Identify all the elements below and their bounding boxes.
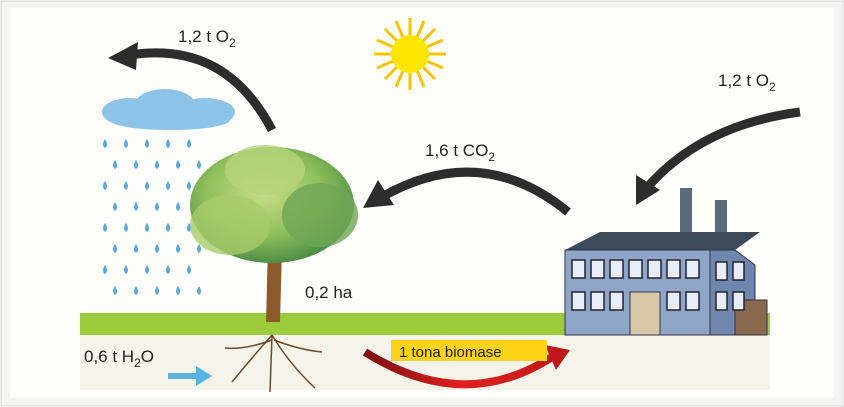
window — [715, 261, 728, 281]
biomass-arrow — [362, 348, 558, 389]
raindrop — [145, 265, 149, 274]
area-label: 0,2 ha — [305, 283, 353, 302]
raindrop — [197, 244, 201, 253]
oxygen-out-label: 1,2 t O2 — [178, 27, 236, 50]
raindrop — [155, 160, 159, 169]
biomass-box — [391, 340, 547, 361]
oxygen-in-label: 1,2 t O2 — [718, 71, 776, 94]
raindrop — [197, 160, 201, 169]
raindrop — [113, 244, 117, 253]
raindrop — [176, 286, 180, 295]
raindrop — [103, 181, 107, 190]
cloud — [102, 89, 235, 130]
raindrop — [103, 265, 107, 274]
window — [732, 261, 745, 281]
raindrop — [166, 223, 170, 232]
raindrop — [124, 181, 128, 190]
subscript: 2 — [769, 80, 776, 94]
raindrop — [176, 202, 180, 211]
raindrop — [155, 286, 159, 295]
raindrop — [197, 286, 201, 295]
arrowhead — [545, 345, 570, 370]
label-text: 1,2 t O — [178, 27, 229, 46]
water-arrow — [168, 366, 212, 386]
window — [685, 259, 700, 279]
tree — [190, 145, 358, 393]
sun — [374, 18, 446, 90]
raindrop — [187, 139, 191, 148]
raindrop — [113, 286, 117, 295]
raindrop — [124, 223, 128, 232]
window — [609, 259, 624, 279]
arrows — [129, 48, 801, 216]
raindrop — [145, 223, 149, 232]
raindrop — [187, 223, 191, 232]
raindrop — [145, 181, 149, 190]
raindrop — [176, 160, 180, 169]
raindrop — [166, 139, 170, 148]
raindrop — [134, 286, 138, 295]
label-text: 1,6 t CO — [425, 141, 488, 160]
window — [666, 259, 681, 279]
raindrop — [176, 244, 180, 253]
raindrop — [155, 202, 159, 211]
subscript: 2 — [229, 36, 236, 50]
window — [609, 291, 624, 311]
raindrop — [155, 244, 159, 253]
raindrop — [166, 181, 170, 190]
label-text: O — [141, 347, 154, 366]
water-label: 0,6 t H2O — [84, 347, 154, 370]
window — [628, 259, 643, 279]
window — [590, 259, 605, 279]
raindrop — [124, 265, 128, 274]
subscript: 2 — [134, 356, 141, 370]
window — [666, 291, 681, 311]
raindrop — [103, 223, 107, 232]
window — [647, 259, 662, 279]
arrowheads — [108, 42, 660, 208]
raindrop — [113, 160, 117, 169]
raindrop — [187, 181, 191, 190]
raindrop — [124, 139, 128, 148]
raindrop — [113, 202, 117, 211]
raindrop — [187, 265, 191, 274]
raindrop — [145, 139, 149, 148]
label-text: 1,2 t O — [718, 71, 769, 90]
window — [732, 291, 745, 311]
carbon-dioxide-label: 1,6 t CO2 — [425, 141, 495, 164]
raindrop — [134, 202, 138, 211]
raindrop — [103, 139, 107, 148]
raindrop — [166, 265, 170, 274]
raindrop — [134, 244, 138, 253]
window — [571, 291, 586, 311]
window — [685, 291, 700, 311]
subscript: 2 — [488, 150, 495, 164]
window — [715, 291, 728, 311]
factory — [564, 188, 768, 336]
window — [571, 259, 586, 279]
biomass-label: 1 tona biomase — [399, 344, 502, 361]
window — [590, 291, 605, 311]
label-text: 0,6 t H — [84, 347, 134, 366]
raindrop — [134, 160, 138, 169]
